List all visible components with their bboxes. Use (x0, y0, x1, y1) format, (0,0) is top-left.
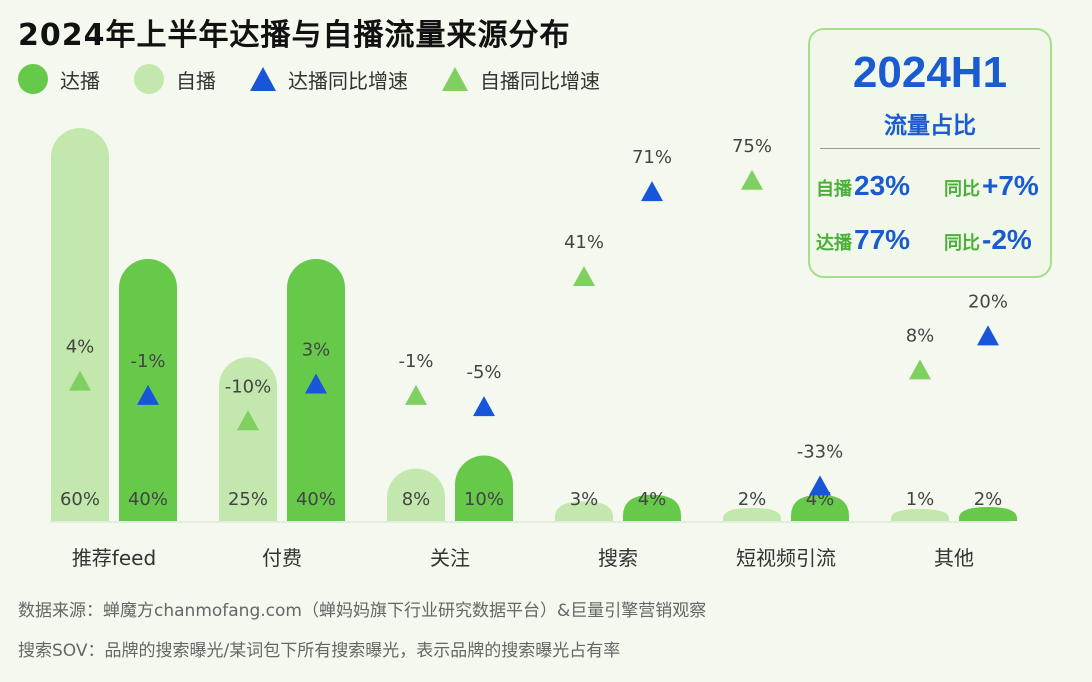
legend-item-self: 自播 (134, 64, 216, 94)
bar-self (555, 501, 613, 521)
summary-self-yoy-label: 同比 (944, 179, 980, 200)
summary-subtitle: 流量占比 (884, 113, 976, 139)
legend-circle-icon (18, 64, 48, 94)
summary-self-label: 自播 (816, 179, 852, 200)
bar-kol (791, 494, 849, 521)
legend-label: 自播 (176, 68, 216, 93)
bar-self (723, 507, 781, 521)
growth-label-kol: -33% (797, 441, 844, 462)
summary-kol-label: 达播 (816, 233, 852, 254)
growth-marker-kol (977, 325, 999, 346)
legend-label: 达播同比增速 (288, 68, 408, 93)
bar-label-self: 2% (738, 489, 767, 510)
growth-label-self: 41% (564, 232, 604, 253)
summary-divider (820, 148, 1040, 149)
chart-plot: 60% 40% 推荐feed 4% -1% 25% 40% 付费 -10% 3% 8% 10% 关注 -1… (50, 128, 1017, 570)
category-label: 短视频引流 (736, 546, 836, 570)
legend-circle-icon (134, 64, 164, 94)
category-label: 搜索 (598, 546, 638, 570)
growth-marker-kol (473, 396, 495, 417)
bar-label-self: 60% (60, 489, 100, 510)
legend-triangle-icon (442, 67, 468, 91)
growth-marker-self (237, 410, 259, 431)
growth-marker-self (405, 384, 427, 405)
summary-row-kol: 达播77% 同比-2% (816, 224, 1032, 256)
growth-label-kol: 20% (968, 291, 1008, 312)
legend: 达播 自播 达播同比增速 自播同比增速 (18, 64, 634, 94)
growth-label-self: -1% (398, 351, 433, 372)
growth-marker-self (69, 370, 91, 391)
growth-marker-self (909, 359, 931, 380)
growth-label-self: 8% (906, 325, 935, 346)
bar-self (219, 357, 277, 521)
chart-title: 2024年上半年达播与自播流量来源分布 (18, 18, 571, 53)
category-label: 付费 (262, 546, 302, 570)
legend-label: 自播同比增速 (480, 68, 600, 93)
bar-label-self: 3% (570, 489, 599, 510)
summary-year: 2024H1 (852, 48, 1008, 97)
bar-label-kol: 4% (638, 489, 667, 510)
bar-label-kol: 40% (296, 489, 336, 510)
growth-marker-self (741, 169, 763, 190)
growth-label-self: 75% (732, 136, 772, 157)
bar-self (51, 128, 109, 521)
footnote-source: 数据来源：蝉魔方chanmofang.com（蝉妈妈旗下行业研究数据平台）&巨量… (18, 601, 707, 621)
growth-label-kol: 71% (632, 147, 672, 168)
summary-self-yoy-value: +7% (982, 170, 1039, 201)
legend-item-self-growth: 自播同比增速 (442, 65, 600, 94)
growth-label-self: -10% (225, 376, 272, 397)
growth-marker-kol (305, 373, 327, 394)
category-label: 其他 (934, 546, 974, 570)
category-label: 推荐feed (72, 546, 156, 570)
bar-label-self: 25% (228, 489, 268, 510)
growth-marker-self (573, 265, 595, 286)
category-label: 关注 (430, 546, 470, 570)
bar-kol (623, 494, 681, 521)
summary-self-value: 23% (854, 170, 911, 201)
summary-row-self: 自播23% 同比+7% (816, 170, 1039, 202)
legend-label: 达播 (60, 68, 100, 93)
legend-triangle-icon (250, 67, 276, 91)
bar-label-self: 1% (906, 489, 935, 510)
footnote-sov: 搜索SOV：品牌的搜索曝光/某词包下所有搜索曝光，表示品牌的搜索曝光占有率 (18, 641, 621, 661)
legend-item-kol: 达播 (18, 64, 100, 94)
legend-item-kol-growth: 达播同比增速 (250, 65, 408, 94)
bar-self (891, 509, 949, 521)
bar-label-kol: 2% (974, 489, 1003, 510)
summary-kol-yoy-label: 同比 (944, 233, 980, 254)
summary-kol-value: 77% (854, 224, 911, 255)
bar-self (387, 468, 445, 521)
growth-label-kol: -5% (466, 362, 501, 383)
growth-marker-kol (641, 181, 663, 202)
growth-marker-kol (809, 475, 831, 496)
bar-kol (959, 507, 1017, 521)
bar-kol (455, 455, 513, 521)
bar-label-kol: 40% (128, 489, 168, 510)
bar-label-kol: 10% (464, 489, 504, 510)
summary-kol-yoy-value: -2% (982, 224, 1032, 255)
summary-box: 2024H1 流量占比 自播23% 同比+7% 达播77% 同比-2% (808, 28, 1052, 278)
growth-label-kol: 3% (302, 340, 331, 361)
bar-label-self: 8% (402, 489, 431, 510)
growth-label-self: 4% (66, 337, 95, 358)
growth-label-kol: -1% (130, 351, 165, 372)
growth-marker-kol (137, 384, 159, 405)
